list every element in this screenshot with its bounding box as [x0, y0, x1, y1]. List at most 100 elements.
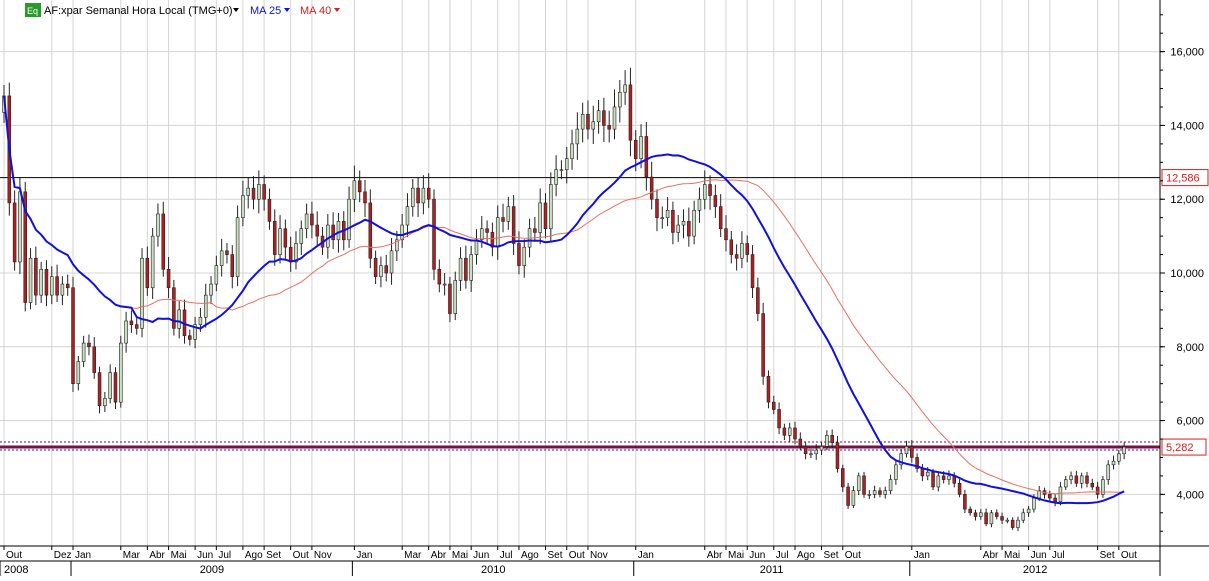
- candle-body: [979, 512, 983, 517]
- x-tick-label: Jul: [218, 550, 231, 561]
- axis-labels: 4,000 6,000 8,000 10,000 12,000 14,000 16,000 O…: [4, 47, 1204, 576]
- x-tick-label: Jun: [473, 550, 489, 561]
- x-tick-label: Jun: [197, 550, 213, 561]
- candle-body: [1117, 453, 1121, 462]
- candle-body: [103, 398, 107, 407]
- x-tick-label: Out: [845, 550, 861, 561]
- candle-body: [97, 372, 102, 407]
- candle-body: [591, 121, 596, 130]
- candle-body: [108, 372, 112, 399]
- chevron-down-icon[interactable]: [284, 8, 290, 12]
- candle-body: [384, 265, 388, 274]
- candle-body: [193, 324, 197, 340]
- x-tick-label: Mai: [452, 550, 468, 561]
- y-tick-label: 16,000: [1170, 47, 1204, 59]
- candle-body: [501, 217, 505, 222]
- candle-body: [140, 257, 144, 329]
- candle-body: [119, 342, 123, 403]
- candle-body: [203, 294, 208, 318]
- candle-body: [490, 232, 495, 248]
- candle-body: [55, 276, 59, 296]
- candle-body: [856, 475, 861, 491]
- candle-body: [474, 239, 479, 255]
- candle-body: [734, 254, 739, 259]
- candle-body: [368, 202, 373, 259]
- candle-body: [1016, 519, 1020, 528]
- candle-body: [1063, 479, 1068, 488]
- candle-body: [782, 427, 787, 436]
- candle-body: [872, 490, 877, 495]
- candle-body: [761, 313, 765, 377]
- x-tick-label: Abr: [983, 550, 999, 561]
- ma25-line: [3, 95, 1125, 505]
- candle-body: [150, 235, 155, 289]
- chevron-down-icon[interactable]: [233, 8, 239, 12]
- candle-body: [92, 346, 97, 373]
- ma40-label[interactable]: MA 40: [300, 5, 331, 17]
- candle-body: [633, 139, 638, 159]
- candle-body: [18, 191, 22, 263]
- candle-body: [580, 114, 585, 130]
- ma40-line: [3, 95, 1125, 495]
- candle-body: [697, 198, 702, 211]
- x-tick-label: Out: [293, 550, 309, 561]
- candle-body: [750, 254, 755, 289]
- candle-body: [1010, 519, 1015, 528]
- candle-body: [124, 320, 128, 344]
- eq-badge[interactable]: [25, 3, 41, 17]
- candle-body: [618, 91, 622, 108]
- ma25-label[interactable]: MA 25: [250, 5, 281, 17]
- candle-body: [920, 468, 925, 477]
- candle-body: [973, 512, 978, 517]
- candle-body: [336, 221, 341, 241]
- candle-body: [655, 198, 659, 218]
- candle-body: [846, 486, 850, 506]
- candle-body: [442, 283, 447, 286]
- candle-body: [522, 246, 527, 266]
- candle-body: [957, 482, 962, 495]
- candle-body: [894, 464, 898, 480]
- candle-body: [681, 221, 686, 226]
- candle-body: [814, 449, 818, 455]
- x-tick-label: Ago: [245, 550, 263, 561]
- candle-body: [485, 228, 489, 233]
- candle-body: [867, 494, 872, 496]
- candle-body: [288, 246, 293, 263]
- candle-body: [1000, 516, 1004, 521]
- candle-body: [676, 224, 680, 233]
- y-tick-label: 6,000: [1176, 416, 1204, 428]
- candle-body: [793, 427, 797, 440]
- candle-body: [543, 202, 548, 230]
- candle-body: [1053, 497, 1057, 503]
- candle-body: [315, 224, 319, 237]
- candle-body: [702, 184, 707, 200]
- candle-body: [304, 213, 309, 230]
- x-tick-label: Jul: [1052, 550, 1065, 561]
- candle-body: [1074, 475, 1079, 484]
- reference-lines: 12,586 5,282: [0, 169, 1209, 456]
- candle-body: [1106, 464, 1110, 480]
- chevron-down-icon[interactable]: [334, 8, 340, 12]
- candle-body: [925, 471, 930, 477]
- y-tick-label: 14,000: [1170, 120, 1204, 132]
- y-tick-label: 10,000: [1170, 268, 1204, 280]
- candle-body: [639, 136, 643, 159]
- candle-body: [984, 512, 988, 525]
- y-tick-label: 12,000: [1170, 194, 1204, 206]
- candle-body: [278, 228, 282, 255]
- candle-body: [772, 401, 776, 410]
- symbol-title[interactable]: AF:xpar Semanal Hora Local (TMG+0): [44, 5, 233, 17]
- candle-body: [671, 209, 675, 233]
- candle-body: [941, 475, 946, 480]
- candle-body: [878, 490, 882, 495]
- candle-body: [129, 320, 134, 325]
- candle-body: [740, 243, 744, 259]
- candle-body: [931, 471, 935, 488]
- candle-body: [34, 257, 38, 296]
- candle-body: [713, 195, 718, 207]
- x-tick-label: Mai: [1004, 550, 1020, 561]
- x-tick-label: Jan: [75, 550, 91, 561]
- year-label: 2008: [4, 564, 28, 576]
- candle-body: [432, 198, 436, 270]
